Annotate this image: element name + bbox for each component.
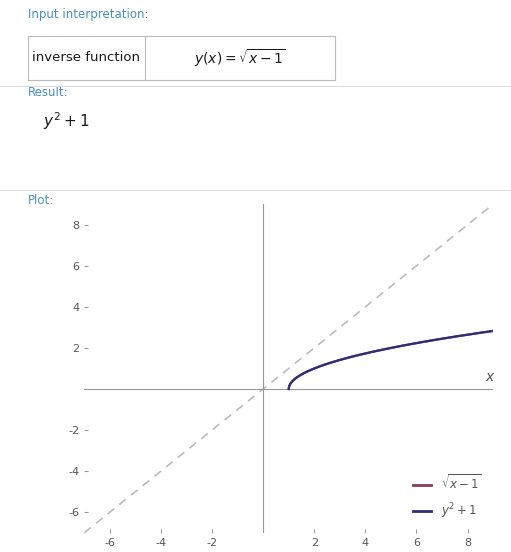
Legend: $\sqrt{x-1}$, $y^2+1$: $\sqrt{x-1}$, $y^2+1$ bbox=[408, 467, 487, 527]
Text: Input interpretation:: Input interpretation: bbox=[28, 8, 149, 22]
Text: $y(x) = \sqrt{x-1}$: $y(x) = \sqrt{x-1}$ bbox=[194, 47, 286, 69]
Text: inverse function: inverse function bbox=[32, 51, 141, 65]
Text: x: x bbox=[485, 370, 494, 385]
Text: $y^2 + 1$: $y^2 + 1$ bbox=[43, 110, 90, 132]
Text: Result:: Result: bbox=[28, 86, 69, 99]
Text: Plot:: Plot: bbox=[28, 194, 54, 208]
